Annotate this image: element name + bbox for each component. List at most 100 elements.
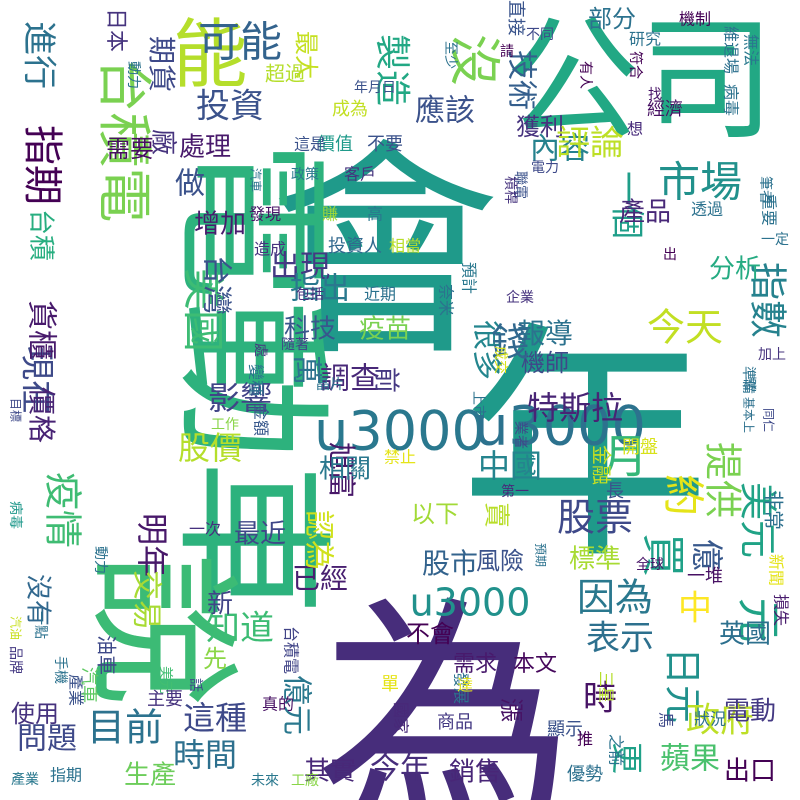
word-cloud-term: 汽油	[9, 616, 24, 640]
word-cloud-term: 不會	[406, 620, 454, 648]
word-cloud-term: 元	[732, 597, 785, 642]
word-cloud-term: 日元	[661, 647, 705, 723]
word-cloud-term: 本文	[513, 652, 557, 677]
word-cloud-term: 金額	[252, 404, 271, 436]
word-cloud-term: 股價	[178, 429, 242, 467]
word-cloud-term: 機制	[679, 10, 711, 29]
word-cloud-term: 透過	[691, 200, 723, 219]
word-cloud-term: 長	[606, 481, 624, 502]
word-cloud-term: 問題	[17, 722, 77, 757]
word-cloud-term: 同仁	[762, 408, 776, 432]
word-cloud-term: 新	[207, 590, 233, 620]
word-cloud-term: 話	[187, 678, 204, 692]
word-cloud-term: 汽車	[249, 168, 264, 192]
word-cloud-term: 工廠	[291, 772, 319, 789]
word-cloud-term: 可能	[198, 18, 282, 67]
word-cloud-term: 處	[252, 343, 268, 357]
word-cloud-term: 超過	[265, 62, 305, 86]
word-cloud-term: 需要	[106, 135, 154, 163]
word-cloud-term: 生產	[124, 761, 176, 791]
word-cloud-term: 標準	[569, 545, 621, 575]
word-cloud-term: 一堆	[687, 566, 723, 587]
word-cloud-term: 達	[457, 676, 473, 695]
word-cloud-term: 英國	[719, 620, 771, 650]
word-cloud-term: 優勢	[567, 764, 603, 785]
word-cloud-term: 馬	[657, 712, 676, 728]
word-cloud-term: 直接	[505, 0, 526, 36]
word-cloud-term: 政府	[686, 701, 754, 741]
word-cloud-term: 增加	[194, 210, 246, 240]
word-cloud-term: 重要	[760, 194, 779, 226]
word-cloud-term: 機師	[521, 349, 569, 377]
word-cloud-term: 年	[460, 301, 710, 592]
word-cloud-term: 加上	[758, 347, 786, 363]
word-cloud-term: 工作	[211, 417, 239, 433]
word-cloud-term: 主要	[147, 689, 183, 710]
word-cloud-term: 美元	[736, 482, 780, 558]
word-cloud-term: 發展	[452, 672, 471, 704]
word-cloud-term: 最近	[234, 520, 286, 550]
word-cloud-term: 至少	[442, 41, 458, 69]
word-cloud-term: 有人	[577, 61, 593, 89]
word-cloud-term: u3000	[314, 400, 486, 463]
word-cloud-term: 其實	[304, 757, 356, 787]
word-cloud-term: 報導	[517, 317, 573, 350]
word-cloud-term: 真的	[262, 695, 294, 714]
word-cloud-term: 風險	[476, 547, 524, 575]
word-cloud-term: u3000	[410, 581, 531, 625]
word-cloud-term: 錢	[491, 321, 529, 365]
word-cloud-term: 一點	[32, 611, 48, 639]
word-cloud-term: 動力	[92, 546, 108, 574]
word-cloud-term: 造成	[254, 240, 286, 259]
word-cloud-term: 內容	[530, 132, 590, 167]
word-cloud-term: 金融	[590, 445, 614, 485]
word-cloud-term: 出現	[270, 250, 330, 285]
word-cloud-term: 很多	[469, 320, 504, 380]
word-cloud-term: 符合	[627, 51, 643, 79]
word-cloud-term: 電力	[531, 160, 559, 176]
word-cloud-term: 買	[637, 533, 688, 577]
word-cloud-term: 目前	[87, 706, 163, 750]
word-cloud-term: 為	[315, 576, 575, 800]
word-cloud-term: 能	[172, 11, 247, 99]
word-cloud-term: 調查	[320, 362, 380, 397]
word-cloud-term: 價值	[317, 134, 353, 155]
word-cloud-term: 汽車	[78, 667, 99, 703]
word-cloud-term: 隨著	[281, 337, 309, 353]
word-cloud-term: 交易	[129, 570, 164, 630]
word-cloud-term: 漲	[497, 698, 525, 722]
word-cloud-term: 筆者	[757, 176, 773, 204]
word-cloud-term: 企業	[506, 289, 534, 306]
word-cloud-term: 商品	[437, 712, 473, 733]
word-cloud-term: 損失	[772, 594, 791, 626]
word-cloud-term: 新聞	[767, 554, 786, 586]
word-cloud-term: 中	[678, 589, 712, 629]
word-cloud-term: 業者	[512, 421, 528, 449]
word-cloud-term: 指數	[746, 262, 790, 338]
word-cloud-term: 油車	[95, 635, 119, 675]
word-cloud-term: 請	[500, 44, 514, 60]
word-cloud-term: 市場	[658, 158, 742, 207]
word-cloud-term: 月	[602, 430, 648, 484]
word-cloud-term: 相關	[319, 455, 371, 485]
word-cloud-term: 包括	[296, 287, 324, 303]
word-cloud-term: 影響	[208, 379, 272, 417]
word-cloud-term: 預計	[460, 262, 479, 294]
word-cloud-term: 萬	[289, 355, 324, 385]
word-cloud-term: 美元	[157, 666, 173, 694]
word-cloud-term: 病毒	[7, 501, 23, 529]
word-cloud-term: 無法	[742, 34, 761, 66]
word-cloud-term: 台積電	[282, 626, 301, 674]
word-cloud-term: 近期	[364, 285, 396, 304]
word-cloud-term: 部分	[588, 5, 636, 33]
word-cloud-term: 一定	[761, 232, 789, 248]
word-cloud-term: 開盤	[622, 437, 658, 458]
word-cloud-term: 應該	[415, 94, 475, 129]
word-cloud-term: 這種	[183, 699, 247, 737]
word-cloud-term: 推	[577, 730, 593, 749]
word-cloud-term: 指期	[50, 766, 82, 785]
word-cloud-term: 病毒	[722, 84, 741, 116]
word-cloud-term: 已經	[292, 562, 348, 595]
word-cloud-term: 疫苗	[359, 315, 411, 345]
word-cloud-term: 出	[663, 247, 677, 263]
